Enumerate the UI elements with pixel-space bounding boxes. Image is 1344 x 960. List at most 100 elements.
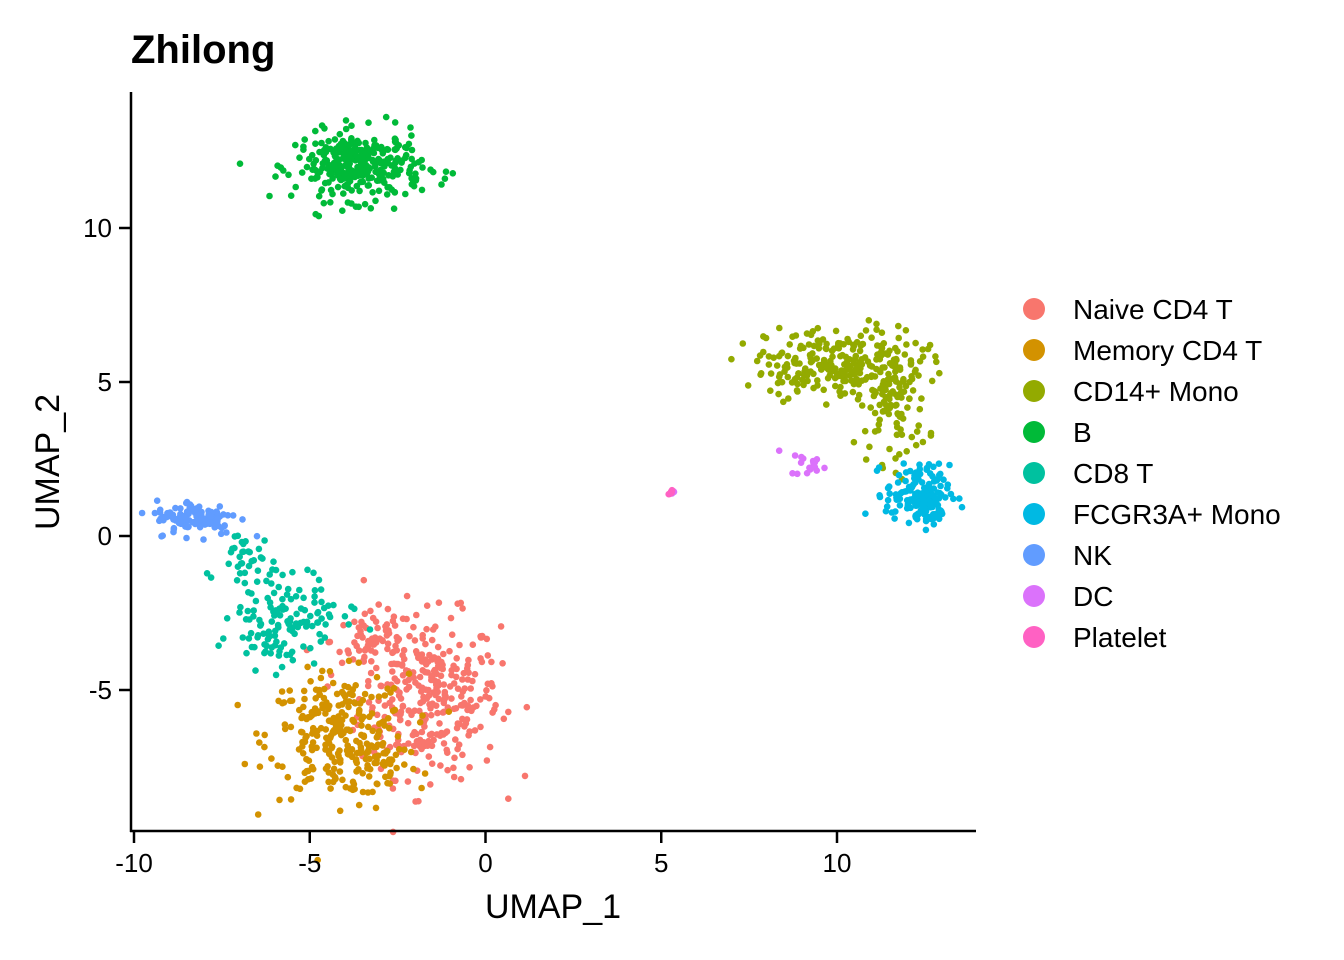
data-point	[892, 508, 899, 515]
data-point	[334, 183, 342, 191]
data-point	[357, 178, 364, 186]
data-point	[164, 509, 171, 517]
data-point	[334, 750, 342, 757]
data-point	[886, 445, 893, 453]
data-point	[359, 770, 367, 777]
data-point	[330, 161, 338, 169]
data-point	[858, 402, 866, 409]
data-point	[300, 143, 307, 150]
data-point	[744, 382, 752, 389]
data-point	[420, 693, 427, 701]
data-point	[256, 616, 263, 624]
data-point	[369, 614, 377, 622]
data-point	[211, 524, 218, 531]
data-point	[935, 506, 943, 513]
data-point	[344, 199, 352, 206]
legend-marker	[1023, 462, 1045, 484]
data-point	[246, 616, 253, 623]
data-point	[170, 526, 178, 533]
data-point	[428, 672, 436, 680]
data-point	[336, 130, 344, 138]
data-point	[308, 175, 315, 182]
data-point	[308, 622, 316, 630]
data-point	[348, 187, 356, 194]
data-point	[859, 340, 867, 348]
data-point	[365, 182, 373, 189]
data-point	[418, 156, 426, 164]
data-point	[369, 145, 377, 153]
data-point	[357, 749, 364, 757]
legend-label: Platelet	[1073, 622, 1167, 653]
data-point	[281, 721, 289, 728]
data-point	[419, 712, 426, 719]
series-b	[236, 113, 457, 220]
data-point	[351, 618, 358, 626]
data-point	[870, 387, 878, 395]
data-point	[276, 605, 283, 612]
data-point	[428, 636, 436, 644]
data-point	[369, 704, 376, 711]
data-point	[450, 764, 457, 772]
data-point	[293, 784, 300, 792]
data-point	[374, 731, 382, 739]
data-point	[369, 189, 376, 196]
data-point	[365, 773, 373, 780]
data-point	[774, 379, 782, 387]
data-point	[384, 747, 391, 755]
data-point	[430, 736, 437, 744]
x-tick-label: -10	[115, 848, 153, 878]
data-point	[453, 655, 461, 662]
data-point	[405, 169, 413, 177]
data-point	[450, 773, 458, 781]
data-point	[365, 119, 372, 126]
data-point	[918, 490, 926, 497]
data-point	[325, 179, 332, 186]
data-point	[376, 720, 383, 728]
data-point	[848, 377, 855, 385]
data-point	[386, 184, 393, 191]
data-point	[488, 658, 495, 666]
data-point	[871, 409, 879, 417]
data-point	[372, 804, 380, 812]
data-point	[389, 668, 396, 675]
data-point	[330, 715, 337, 723]
data-point	[330, 765, 338, 773]
data-point	[400, 646, 408, 654]
data-point	[844, 363, 851, 370]
data-point	[393, 633, 401, 641]
data-point	[368, 635, 376, 642]
data-point	[789, 470, 796, 477]
data-point	[477, 655, 484, 662]
data-point	[884, 351, 892, 358]
data-point	[303, 621, 311, 629]
data-point	[802, 365, 809, 372]
data-point	[274, 762, 282, 769]
data-point	[408, 132, 415, 139]
data-point	[419, 635, 427, 642]
data-point	[753, 357, 761, 365]
data-point	[391, 159, 399, 167]
data-point	[829, 353, 836, 361]
data-point	[401, 746, 408, 753]
data-point	[301, 136, 309, 143]
data-point	[884, 496, 892, 504]
legend-marker	[1023, 626, 1045, 648]
data-point	[361, 690, 369, 698]
data-point	[224, 512, 232, 519]
data-point	[391, 135, 399, 142]
data-point	[426, 731, 434, 739]
data-point	[322, 621, 329, 628]
data-point	[287, 796, 295, 803]
data-point	[866, 443, 873, 451]
data-point	[780, 398, 787, 406]
data-point	[371, 759, 379, 767]
data-point	[401, 144, 409, 151]
data-point	[818, 366, 825, 373]
data-point	[255, 545, 263, 553]
data-point	[390, 205, 398, 212]
data-point	[896, 502, 904, 509]
data-point	[225, 560, 232, 568]
data-point	[256, 763, 264, 770]
data-point	[361, 647, 369, 654]
legend-label: B	[1073, 417, 1092, 448]
